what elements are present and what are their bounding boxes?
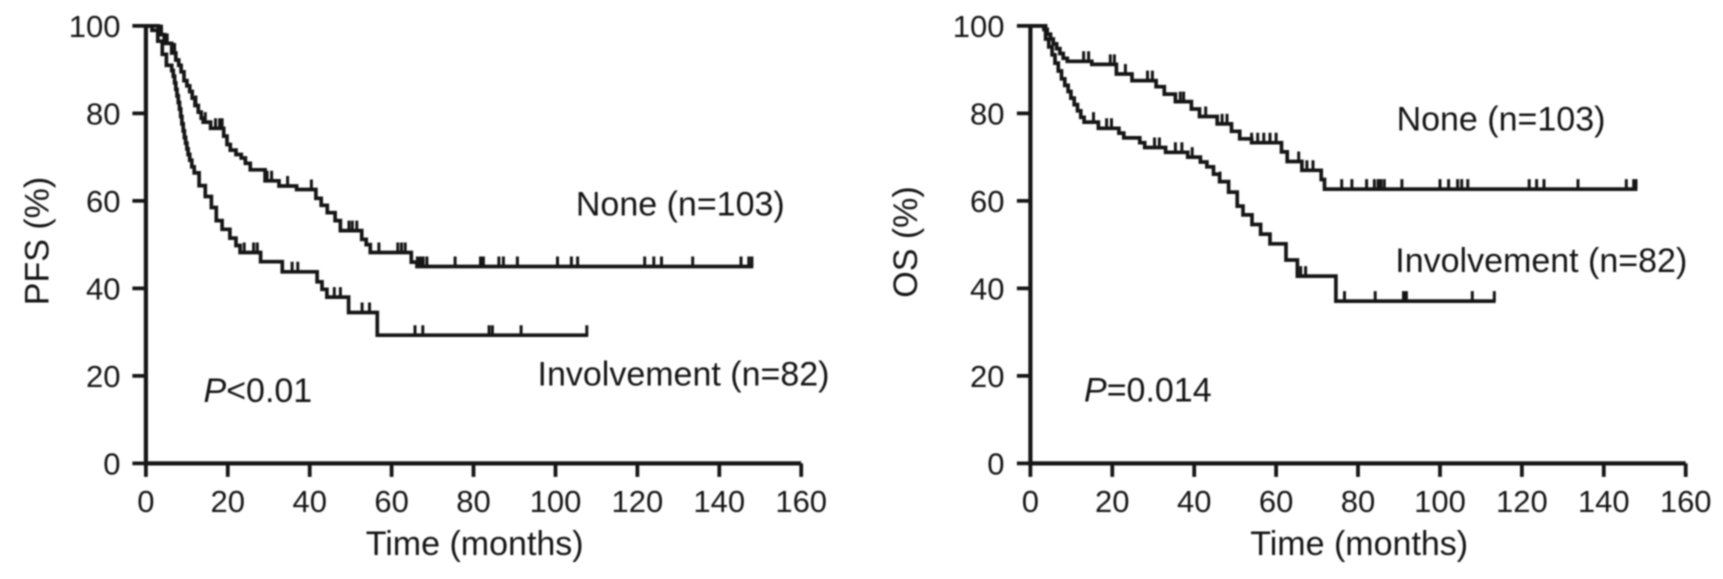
svg-text:160: 160 xyxy=(775,484,827,519)
svg-text:0: 0 xyxy=(103,446,120,481)
svg-text:40: 40 xyxy=(292,484,326,519)
svg-text:P=0.014: P=0.014 xyxy=(1084,372,1212,410)
svg-text:80: 80 xyxy=(456,484,490,519)
svg-text:80: 80 xyxy=(86,96,120,131)
svg-text:0: 0 xyxy=(1022,484,1039,519)
svg-text:None (n=103): None (n=103) xyxy=(1397,101,1606,139)
svg-text:100: 100 xyxy=(69,9,121,44)
svg-text:0: 0 xyxy=(987,446,1004,481)
svg-text:80: 80 xyxy=(1341,484,1375,519)
svg-text:Time (months): Time (months) xyxy=(366,525,584,563)
svg-text:60: 60 xyxy=(970,184,1004,219)
svg-text:PFS (%): PFS (%) xyxy=(19,177,57,305)
svg-text:80: 80 xyxy=(970,96,1004,131)
svg-text:20: 20 xyxy=(211,484,245,519)
svg-text:Involvement (n=82): Involvement (n=82) xyxy=(1395,242,1687,280)
svg-text:40: 40 xyxy=(1177,484,1211,519)
svg-text:120: 120 xyxy=(1496,484,1548,519)
svg-text:Time (months): Time (months) xyxy=(1250,525,1468,563)
svg-text:120: 120 xyxy=(612,484,664,519)
svg-text:P<0.01: P<0.01 xyxy=(204,372,313,410)
svg-text:160: 160 xyxy=(1660,484,1712,519)
svg-text:100: 100 xyxy=(953,9,1005,44)
svg-text:100: 100 xyxy=(530,484,582,519)
svg-text:60: 60 xyxy=(374,484,408,519)
svg-text:60: 60 xyxy=(86,184,120,219)
svg-text:140: 140 xyxy=(1578,484,1630,519)
svg-text:20: 20 xyxy=(970,359,1004,394)
svg-text:20: 20 xyxy=(1095,484,1129,519)
svg-text:60: 60 xyxy=(1259,484,1293,519)
svg-text:None (n=103): None (n=103) xyxy=(576,186,785,224)
svg-text:40: 40 xyxy=(970,271,1004,306)
svg-text:OS (%): OS (%) xyxy=(887,186,925,297)
svg-text:140: 140 xyxy=(693,484,745,519)
svg-text:40: 40 xyxy=(86,271,120,306)
svg-text:Involvement (n=82): Involvement (n=82) xyxy=(538,356,830,394)
svg-text:0: 0 xyxy=(137,484,154,519)
svg-text:20: 20 xyxy=(86,359,120,394)
svg-text:100: 100 xyxy=(1414,484,1466,519)
